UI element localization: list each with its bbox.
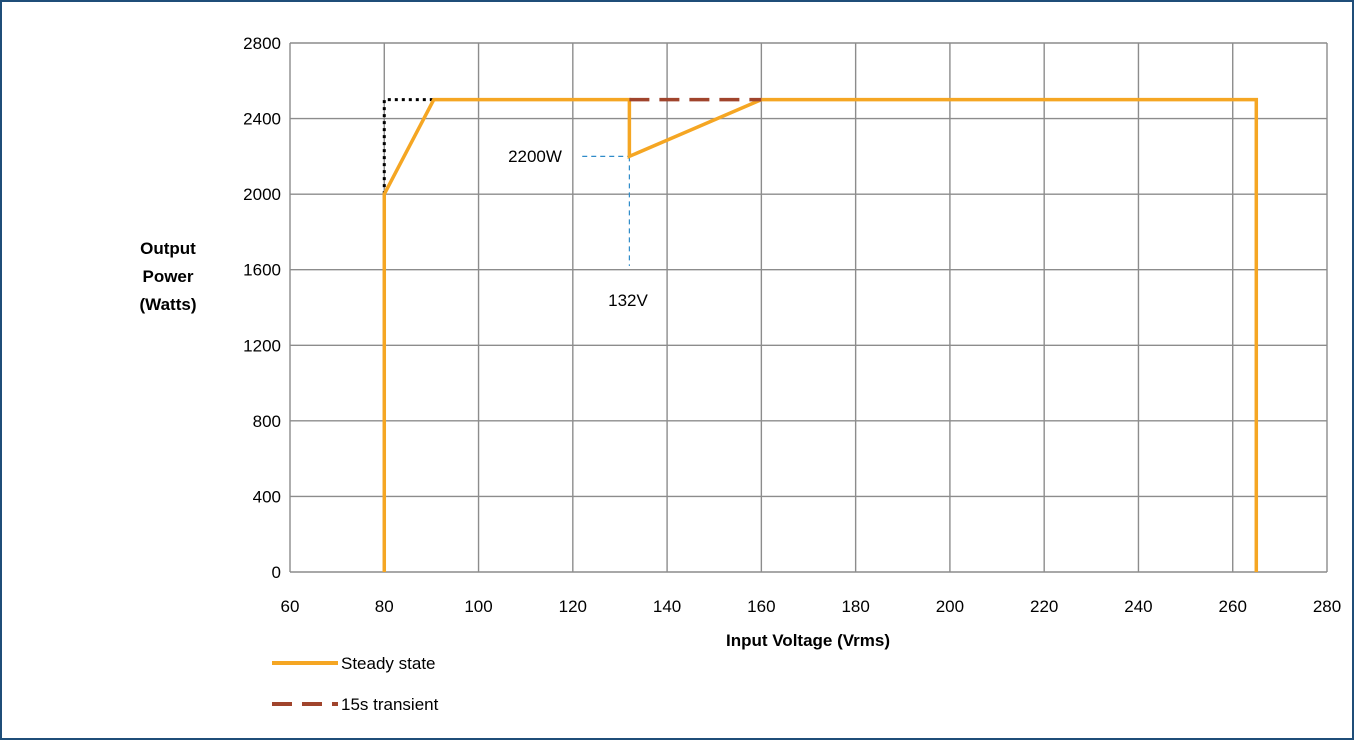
y-tick-label-0: 0 (272, 563, 281, 582)
annotation-132v: 132V (608, 291, 648, 310)
x-axis-title: Input Voltage (Vrms) (726, 631, 890, 650)
x-tick-label-240: 240 (1124, 597, 1152, 616)
x-tick-label-220: 220 (1030, 597, 1058, 616)
y-tick-label-400: 400 (253, 487, 281, 506)
y-axis-title-line-3: (Watts) (140, 295, 197, 314)
legend-label-15s-transient: 15s transient (341, 695, 439, 714)
legend: Steady state 15s transient (272, 654, 439, 714)
y-tick-label-1200: 1200 (243, 336, 281, 355)
y-axis-title-line-1: Output (140, 239, 196, 258)
series-layer (382, 97, 1259, 572)
x-tick-label-120: 120 (559, 597, 587, 616)
grid (289, 42, 1328, 573)
tick-labels: 60 80 100 120 140 160 180 200 220 240 260 280040080… (243, 34, 1341, 616)
x-tick-label-100: 100 (464, 597, 492, 616)
series-line-steady-state (382, 97, 1259, 572)
x-tick-label-60: 60 (281, 597, 300, 616)
y-axis-title: Output Power (Watts) (140, 239, 197, 314)
x-tick-label-280: 280 (1313, 597, 1341, 616)
y-tick-label-2000: 2000 (243, 185, 281, 204)
x-tick-label-160: 160 (747, 597, 775, 616)
legend-label-steady-state: Steady state (341, 654, 436, 673)
black-dotted-corner (382, 98, 434, 195)
y-tick-label-2800: 2800 (243, 34, 281, 53)
x-tick-label-140: 140 (653, 597, 681, 616)
x-tick-label-80: 80 (375, 597, 394, 616)
annotation-2200w: 2200W (508, 147, 562, 166)
y-axis-title-line-2: Power (142, 267, 193, 286)
x-tick-label-180: 180 (841, 597, 869, 616)
x-tick-label-200: 200 (936, 597, 964, 616)
y-tick-label-1600: 1600 (243, 261, 281, 280)
y-tick-label-800: 800 (253, 412, 281, 431)
y-tick-label-2400: 2400 (243, 110, 281, 129)
x-tick-label-260: 260 (1219, 597, 1247, 616)
